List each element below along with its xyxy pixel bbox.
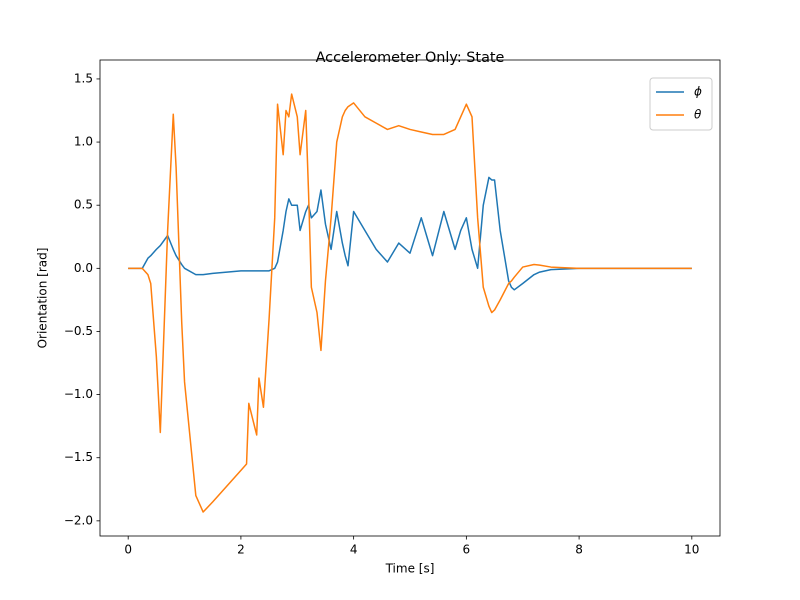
y-tick-label: −2.0 [64, 513, 93, 527]
chart-title: Accelerometer Only: State [316, 50, 505, 66]
series-line [128, 93, 692, 513]
y-tick-label: 1.0 [74, 135, 93, 149]
axes-frame [99, 59, 721, 537]
y-tick-label: −0.5 [64, 324, 93, 338]
y-tick-label: 0.5 [74, 198, 93, 212]
y-axis-label: Orientation [rad] [36, 248, 50, 349]
x-tick-label: 10 [684, 543, 699, 557]
x-tick-label: 2 [237, 543, 245, 557]
x-axis-label: Time [s] [385, 562, 435, 576]
y-tick-label: 0.0 [74, 261, 93, 275]
legend-box [649, 77, 713, 131]
x-tick-label: 0 [124, 543, 132, 557]
y-tick-label: −1.0 [64, 387, 93, 401]
x-tick-label: 6 [463, 543, 471, 557]
legend-label: ϕ [694, 85, 702, 99]
x-tick-label: 8 [575, 543, 583, 557]
x-tick-label: 4 [350, 543, 358, 557]
y-tick-label: 1.5 [74, 71, 93, 85]
y-tick-label: −1.5 [64, 450, 93, 464]
legend-label: θ [694, 108, 702, 122]
series-line [128, 176, 692, 291]
